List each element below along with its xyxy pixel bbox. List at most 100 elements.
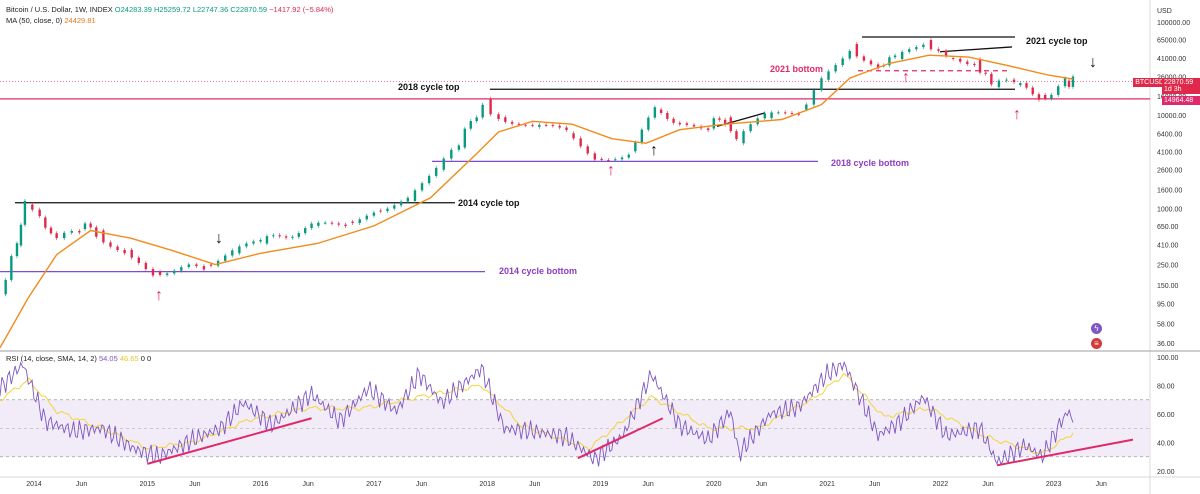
candle <box>812 90 816 105</box>
candle <box>457 145 461 150</box>
rsi-trendline <box>147 417 312 465</box>
candle <box>442 158 445 170</box>
candle <box>4 279 7 295</box>
candle <box>627 154 631 158</box>
candle <box>876 64 880 69</box>
candle <box>310 223 313 229</box>
candle <box>510 121 514 124</box>
candle <box>83 223 87 230</box>
candle <box>692 124 696 127</box>
x-tick-label: 2014 <box>26 481 42 488</box>
candle <box>634 142 637 152</box>
candle <box>544 124 548 126</box>
annotation-2018-cycle-top: 2018 cycle top <box>398 82 460 92</box>
candle <box>187 264 191 268</box>
candle <box>504 117 507 122</box>
low-value: L22747.36 <box>192 5 229 14</box>
y-tick-label: 2600.00 <box>1157 168 1182 175</box>
candle <box>31 204 34 210</box>
candle <box>820 78 823 91</box>
candle <box>49 227 53 234</box>
candle <box>805 104 808 110</box>
candle <box>666 112 669 119</box>
rsi-trendline <box>996 438 1134 467</box>
candle <box>497 114 500 120</box>
candle <box>144 262 148 270</box>
candle <box>834 65 837 72</box>
rsi-legend: RSI (14, close, SMA, 14, 2) 54.05 46.65 … <box>6 354 151 363</box>
candle <box>915 47 918 50</box>
candle <box>841 58 844 66</box>
x-tick-label: 2019 <box>593 481 609 488</box>
rsi-tick-label: 20.00 <box>1157 469 1175 476</box>
y-tick-label: 58.00 <box>1157 322 1175 329</box>
candle <box>973 63 976 65</box>
candle <box>330 222 334 224</box>
candle <box>337 223 340 225</box>
candle <box>44 217 47 228</box>
candle <box>116 246 119 250</box>
candle <box>365 215 369 220</box>
x-tick-label: Jun <box>189 481 200 488</box>
candle <box>172 270 176 274</box>
candle <box>565 127 568 130</box>
candle <box>600 158 603 160</box>
x-tick-label: 2021 <box>819 481 835 488</box>
x-tick-label: Jun <box>76 481 87 488</box>
candle <box>1043 94 1047 99</box>
x-tick-label: Jun <box>416 481 427 488</box>
candle <box>344 224 347 227</box>
candle <box>620 157 624 160</box>
candle <box>1005 79 1008 81</box>
flag-icon[interactable]: ≡ <box>1091 338 1102 349</box>
candle <box>231 250 234 256</box>
ma-label: MA (50, close, 0) <box>6 16 63 25</box>
candle <box>855 44 859 57</box>
candle <box>278 235 281 237</box>
candle <box>718 118 721 120</box>
candle <box>1025 83 1028 88</box>
x-tick-label: Jun <box>1096 481 1107 488</box>
candle <box>130 249 133 258</box>
x-tick-label: Jun <box>982 481 993 488</box>
x-tick-label: Jun <box>529 481 540 488</box>
candle <box>19 224 23 246</box>
candle <box>489 98 492 115</box>
x-tick-label: 2016 <box>253 481 269 488</box>
candle <box>685 123 689 125</box>
candle <box>517 123 521 125</box>
support-price-tag: 14964.48 <box>1162 96 1200 105</box>
candle <box>706 128 710 131</box>
x-tick-label: Jun <box>642 481 653 488</box>
annotation-2014-cycle-bottom: 2014 cycle bottom <box>499 266 578 276</box>
candle <box>990 73 993 85</box>
arrow-up-icon: ↑ <box>902 69 910 86</box>
x-tick-label: 2022 <box>933 481 949 488</box>
x-tick-label: Jun <box>756 481 767 488</box>
candle <box>23 200 27 225</box>
candle <box>579 138 582 147</box>
arrow-up-icon: ↑ <box>1013 106 1021 123</box>
candle <box>469 121 472 129</box>
candle <box>272 235 275 237</box>
candle <box>783 112 787 114</box>
candle <box>922 44 925 48</box>
candle <box>372 212 376 216</box>
arrow-up-icon: ↑ <box>155 287 163 304</box>
candle <box>406 197 410 202</box>
candle <box>463 128 467 148</box>
candle <box>1057 86 1060 95</box>
lightning-icon[interactable]: ϟ <box>1091 323 1102 334</box>
high-value: H25259.72 <box>154 5 191 14</box>
x-tick-label: 2018 <box>479 481 495 488</box>
y-tick-label: 10000.00 <box>1157 113 1186 120</box>
candle <box>1019 83 1022 86</box>
candle <box>723 119 727 125</box>
candle <box>1012 79 1016 83</box>
annotation-2018-cycle-bottom: 2018 cycle bottom <box>831 158 910 168</box>
candle <box>1037 94 1041 100</box>
candle <box>984 72 987 74</box>
x-tick-label: Jun <box>303 481 314 488</box>
rsi-trendline <box>577 417 664 460</box>
